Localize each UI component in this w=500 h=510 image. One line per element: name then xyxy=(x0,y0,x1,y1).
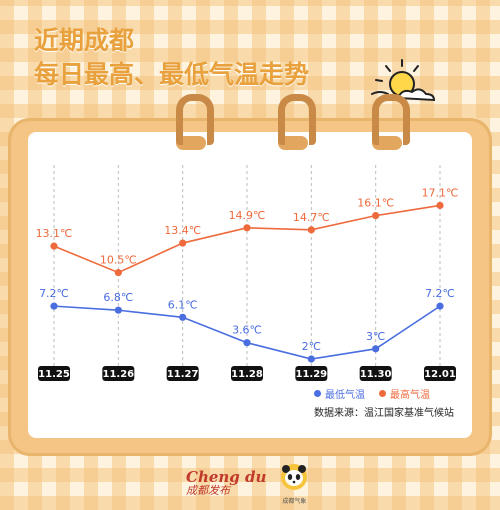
high-temp-data-label: 10.5℃ xyxy=(100,254,137,267)
title-line-1: 近期成都 xyxy=(34,26,135,55)
low-temp-data-label: 6.1℃ xyxy=(168,298,198,311)
high-temp-point xyxy=(243,224,251,232)
low-temp-data-label: 2℃ xyxy=(302,340,321,353)
page-title: 近期成都 每日最高、最低气温走势 xyxy=(34,24,309,92)
low-temp-data-label: 3.6℃ xyxy=(232,324,262,337)
high-temp-data-label: 14.7℃ xyxy=(293,211,330,224)
legend-label-high: 最高气温 xyxy=(390,390,430,401)
x-tick-label-bg xyxy=(102,366,135,381)
low-temp-point xyxy=(372,345,380,353)
binder-ring xyxy=(278,94,316,145)
x-tick-label: 12.01 xyxy=(424,369,456,380)
low-temp-data-label: 6.8℃ xyxy=(103,291,133,304)
low-temp-data-label: 7.2℃ xyxy=(425,287,455,300)
high-temp-data-label: 16.1℃ xyxy=(357,197,394,210)
x-tick-label-bg xyxy=(424,366,456,381)
high-temp-data-label: 17.1℃ xyxy=(422,186,459,199)
high-temp-point xyxy=(372,212,380,220)
high-temp-data-label: 13.1℃ xyxy=(36,227,73,240)
x-tick-label-bg xyxy=(38,366,70,381)
legend-item-low: 最低气温 xyxy=(314,386,365,401)
x-tick-label-bg xyxy=(295,366,328,381)
high-temp-point xyxy=(436,201,444,210)
title-line-2: 每日最高、最低气温走势 xyxy=(34,60,310,89)
low-temp-data-label: 3℃ xyxy=(366,330,385,343)
low-temp-point xyxy=(436,302,444,310)
panda-logo-icon xyxy=(281,464,308,490)
high-temp-point xyxy=(50,242,58,250)
low-temp-point xyxy=(50,302,58,310)
high-temp-data-label: 13.4℃ xyxy=(164,224,201,237)
low-temp-point xyxy=(307,355,315,363)
high-temp-point xyxy=(307,226,315,234)
legend-label-low: 最低气温 xyxy=(325,390,365,401)
x-tick-label: 11.28 xyxy=(231,369,263,380)
data-source: 数据来源：温江国家基准气候站 xyxy=(314,408,454,419)
panda-logo: 成都气象 xyxy=(276,462,312,505)
low-temp-point xyxy=(179,313,187,321)
high-temp-point xyxy=(179,239,187,247)
chart-paper xyxy=(28,132,472,438)
footer-brand: Cheng du 成都发布 成都气象 xyxy=(186,462,312,505)
x-tick-label-bg xyxy=(359,366,392,381)
x-tick-label: 11.29 xyxy=(296,369,328,380)
legend-dot-low xyxy=(314,390,321,397)
binder-ring xyxy=(372,94,410,145)
x-tick-label: 11.27 xyxy=(167,369,199,380)
chengdu-release-logo: Cheng du 成都发布 xyxy=(186,467,267,497)
chart-legend: 最低气温 最高气温 xyxy=(314,386,430,401)
high-temp-point xyxy=(114,268,122,277)
low-temp-point xyxy=(114,306,122,314)
low-temp-data-label: 7.2℃ xyxy=(39,287,69,300)
x-tick-label: 11.26 xyxy=(103,369,135,380)
x-tick-label: 11.30 xyxy=(360,369,392,380)
legend-dot-high xyxy=(379,390,386,397)
high-temp-data-label: 14.9℃ xyxy=(229,209,266,222)
low-temp-point xyxy=(243,339,251,347)
x-tick-label-bg xyxy=(166,366,199,381)
legend-item-high: 最高气温 xyxy=(379,386,430,401)
x-tick-label: 11.25 xyxy=(38,369,70,380)
x-tick-label-bg xyxy=(231,366,263,381)
binder-ring xyxy=(176,94,214,145)
